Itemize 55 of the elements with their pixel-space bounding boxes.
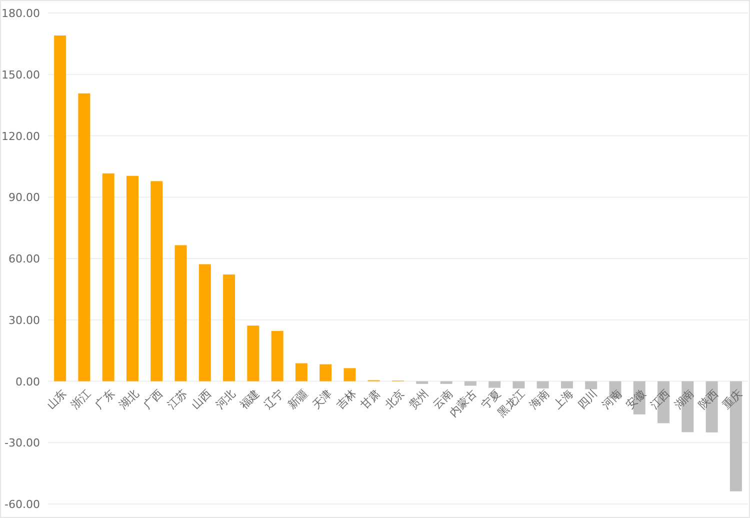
x-tick-label: 广东: [92, 387, 118, 412]
x-tick-label: 江西: [648, 387, 672, 412]
x-tick-label: 湖北: [116, 387, 142, 412]
bar: [271, 330, 284, 382]
bar: [102, 173, 114, 382]
y-tick-label: 180.00: [2, 7, 40, 20]
y-tick-label: 60.00: [8, 252, 40, 266]
x-tick-label: 浙江: [68, 387, 94, 412]
bar: [585, 381, 598, 390]
x-tick-label: 山东: [44, 387, 70, 412]
x-tick-label: 安徽: [624, 387, 648, 412]
x-tick-label: 甘肃: [358, 387, 383, 412]
x-tick-label: 河南: [599, 387, 624, 412]
x-tick-label: 江苏: [164, 387, 190, 412]
y-tick-label: 120.00: [2, 130, 40, 143]
bar: [416, 381, 428, 384]
x-tick-label: 天津: [310, 387, 335, 412]
bar: [560, 381, 573, 388]
bar: [464, 381, 476, 386]
x-tick-label: 贵州: [406, 387, 432, 412]
y-tick-label: -60.00: [4, 498, 40, 511]
bar: [198, 264, 211, 382]
x-tick-label: 河北: [213, 387, 238, 412]
bar: [295, 363, 308, 382]
bar: [488, 381, 501, 388]
x-tick-label: 北京: [382, 387, 407, 412]
x-tick-label: 辽宁: [262, 387, 286, 412]
bar: [150, 181, 163, 382]
bar: [78, 93, 90, 382]
bar: [174, 245, 187, 382]
y-tick-label: 30.00: [8, 314, 40, 327]
x-tick-label: 吉林: [334, 387, 359, 412]
y-tick-label: 150.00: [2, 68, 40, 82]
bar: [344, 368, 356, 382]
bar: [320, 364, 332, 382]
bar: [440, 381, 452, 384]
bar: [54, 36, 66, 382]
x-tick-label: 福建: [237, 387, 262, 412]
y-tick-label: 0.00: [16, 375, 40, 388]
x-tick-label: 湖南: [672, 387, 697, 412]
x-tick-label: 新疆: [286, 387, 310, 412]
y-tick-label: 90.00: [8, 191, 40, 204]
bar: [536, 381, 549, 388]
bar: [512, 381, 525, 388]
x-tick-label: 重庆: [720, 387, 745, 412]
bar: [223, 274, 236, 382]
x-tick-label: 四川: [575, 387, 600, 412]
x-tick-label: 上海: [551, 387, 576, 412]
y-tick-label: -30.00: [4, 436, 40, 450]
x-tick-label: 广西: [140, 387, 166, 412]
bar: [126, 176, 138, 382]
x-tick-label: 山西: [189, 387, 214, 412]
x-tick-label: 陕西: [696, 387, 721, 412]
bar: [247, 326, 260, 382]
x-tick-label: 海南: [527, 387, 552, 412]
